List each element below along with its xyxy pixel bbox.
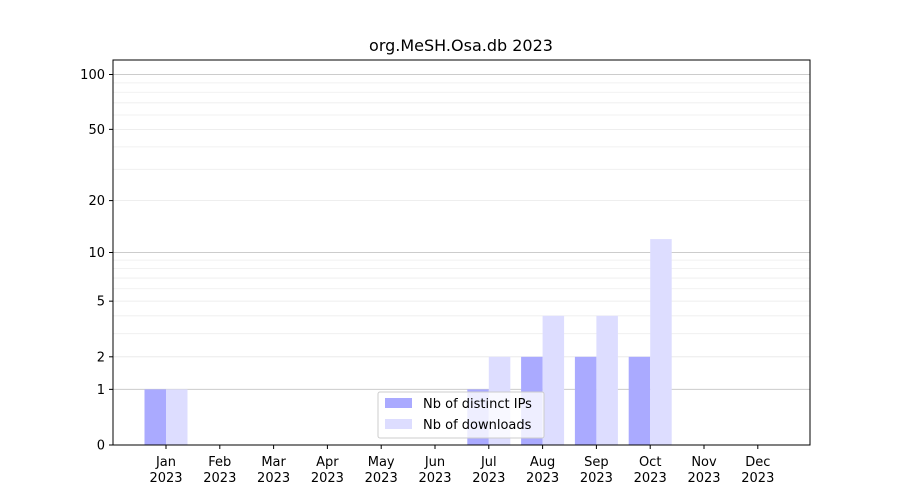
bar-distinct-ips xyxy=(144,389,166,445)
x-tick-label-month: Nov xyxy=(691,455,717,470)
legend-box xyxy=(377,391,545,439)
x-tick-label-year: 2023 xyxy=(580,471,613,486)
x-tick-label-year: 2023 xyxy=(149,471,182,486)
x-tick-label-month: Apr xyxy=(316,455,339,470)
y-tick-label: 5 xyxy=(97,295,105,310)
x-tick-label-month: Jan xyxy=(155,455,176,470)
x-tick-label-year: 2023 xyxy=(257,471,290,486)
bar-downloads xyxy=(542,315,565,445)
x-tick-label-month: Dec xyxy=(745,455,770,470)
x-tick-label-month: May xyxy=(368,455,395,470)
y-tick-label: 10 xyxy=(88,246,105,261)
x-tick-label-year: 2023 xyxy=(418,471,451,486)
x-tick-label-month: Sep xyxy=(584,455,609,470)
x-tick-label-year: 2023 xyxy=(634,471,667,486)
legend: Nb of distinct IPs Nb of downloads xyxy=(377,391,545,439)
x-tick-label-year: 2023 xyxy=(203,471,236,486)
x-tick-label-month: Mar xyxy=(261,455,286,470)
x-tick-label-month: Aug xyxy=(530,455,555,470)
legend-swatch-distinct-ips xyxy=(385,398,412,408)
y-tick-label: 1 xyxy=(97,383,105,398)
bar-downloads xyxy=(650,239,672,445)
y-tick-label: 50 xyxy=(88,123,105,138)
legend-swatch-downloads xyxy=(385,419,412,429)
bar-distinct-ips xyxy=(628,356,651,445)
x-tick-label-month: Oct xyxy=(639,455,661,470)
x-tick-label-year: 2023 xyxy=(311,471,344,486)
x-tick-label-year: 2023 xyxy=(472,471,505,486)
bar-downloads xyxy=(596,315,618,445)
x-tick-label-year: 2023 xyxy=(526,471,559,486)
x-tick-label-year: 2023 xyxy=(741,471,774,486)
y-tick-label: 2 xyxy=(97,350,105,365)
x-tick-label-month: Jun xyxy=(424,455,445,470)
legend-label-downloads: Nb of downloads xyxy=(423,418,532,433)
bar-distinct-ips xyxy=(574,356,597,445)
x-tick-label-month: Jul xyxy=(480,455,497,470)
grid-layer xyxy=(113,74,810,390)
y-tick-label: 20 xyxy=(88,194,105,209)
y-tick-label: 100 xyxy=(80,68,105,83)
x-tick-label-year: 2023 xyxy=(365,471,398,486)
axes-layer: 0125102050100Jan2023Feb2023Mar2023Apr202… xyxy=(80,59,811,486)
y-tick-label: 0 xyxy=(97,439,105,454)
legend-label-distinct-ips: Nb of distinct IPs xyxy=(423,397,532,412)
x-tick-label-month: Feb xyxy=(208,455,231,470)
bar-downloads xyxy=(166,389,188,445)
chart-title: org.MeSH.Osa.db 2023 xyxy=(369,36,553,55)
x-tick-label-year: 2023 xyxy=(687,471,720,486)
